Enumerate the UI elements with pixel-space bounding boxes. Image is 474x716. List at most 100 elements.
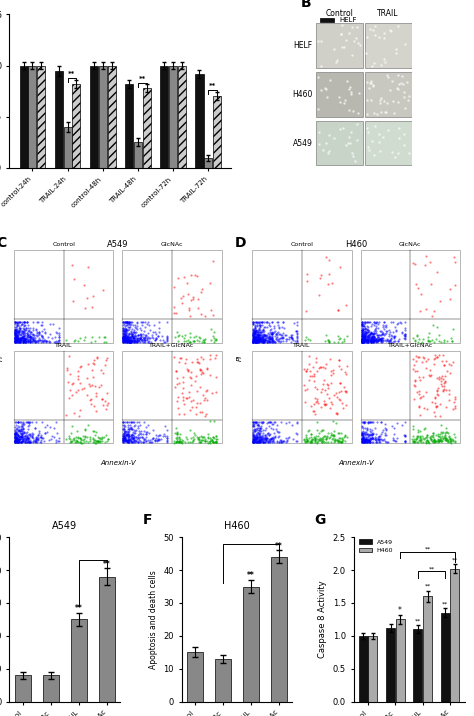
Point	[344, 137, 352, 149]
Point	[251, 332, 258, 344]
Point	[366, 328, 374, 339]
Point	[255, 436, 263, 448]
Point	[364, 428, 371, 440]
Point	[119, 319, 127, 331]
Point	[271, 430, 278, 442]
Point	[119, 332, 127, 343]
Point	[342, 369, 349, 380]
Point	[361, 331, 368, 342]
Point	[29, 324, 37, 335]
Point	[444, 435, 451, 446]
Point	[13, 432, 20, 443]
Point	[256, 334, 264, 346]
Point	[253, 333, 260, 344]
Point	[317, 362, 325, 373]
Point	[361, 332, 369, 344]
Point	[25, 424, 32, 435]
Point	[257, 336, 264, 347]
Point	[131, 420, 138, 431]
Point	[324, 278, 332, 289]
Point	[212, 349, 220, 361]
Bar	[358, 636, 368, 702]
Point	[132, 424, 140, 435]
Point	[19, 336, 27, 347]
Point	[361, 430, 369, 441]
Point	[319, 145, 326, 156]
Point	[121, 316, 129, 328]
Point	[271, 335, 278, 347]
Point	[11, 428, 18, 440]
Point	[139, 332, 147, 343]
Point	[128, 423, 136, 435]
Point	[262, 436, 270, 448]
Legend: A549, H460: A549, H460	[356, 537, 396, 556]
Point	[370, 316, 378, 328]
Point	[173, 395, 181, 407]
Point	[339, 122, 347, 134]
Point	[351, 155, 358, 167]
Point	[255, 425, 263, 436]
Point	[206, 415, 214, 426]
Point	[270, 436, 278, 448]
Point	[251, 332, 258, 344]
Point	[125, 436, 132, 448]
Point	[15, 326, 22, 338]
Point	[130, 432, 138, 443]
Point	[372, 436, 380, 448]
Point	[387, 329, 395, 341]
Point	[30, 334, 37, 346]
Point	[268, 336, 275, 347]
Point	[17, 428, 25, 440]
Point	[383, 334, 391, 345]
Point	[342, 400, 349, 411]
Point	[255, 335, 263, 347]
Legend: HELF, H460, A549: HELF, H460, A549	[317, 15, 361, 45]
Point	[266, 330, 273, 342]
Point	[136, 417, 143, 428]
Point	[401, 430, 409, 442]
Point	[379, 131, 387, 142]
Point	[440, 336, 448, 347]
Point	[249, 417, 257, 428]
Point	[259, 432, 267, 444]
Point	[128, 336, 136, 347]
Point	[377, 333, 384, 344]
Point	[254, 328, 262, 339]
Point	[97, 433, 105, 445]
Point	[401, 334, 409, 345]
Point	[368, 332, 376, 344]
Point	[191, 270, 199, 281]
Point	[430, 434, 438, 445]
Point	[130, 324, 137, 336]
Point	[175, 432, 182, 443]
Point	[366, 436, 374, 448]
Point	[18, 436, 26, 448]
Point	[23, 436, 31, 448]
Point	[120, 424, 128, 435]
Point	[212, 430, 220, 442]
Point	[259, 329, 266, 341]
Point	[24, 316, 31, 328]
Point	[198, 435, 205, 446]
Point	[253, 334, 260, 346]
Point	[101, 395, 109, 407]
Point	[19, 322, 27, 334]
Point	[360, 432, 368, 443]
Point	[130, 432, 137, 443]
Point	[365, 326, 372, 338]
Point	[139, 333, 147, 344]
Text: **: **	[139, 76, 146, 82]
Point	[343, 360, 350, 372]
Point	[440, 431, 447, 442]
Point	[29, 334, 37, 346]
Point	[128, 316, 136, 328]
Point	[418, 337, 426, 348]
Point	[401, 329, 409, 340]
Point	[16, 334, 23, 345]
Point	[123, 335, 131, 347]
Point	[255, 430, 263, 442]
Point	[433, 372, 441, 384]
Point	[133, 336, 140, 347]
Point	[181, 436, 189, 448]
Point	[383, 321, 390, 333]
